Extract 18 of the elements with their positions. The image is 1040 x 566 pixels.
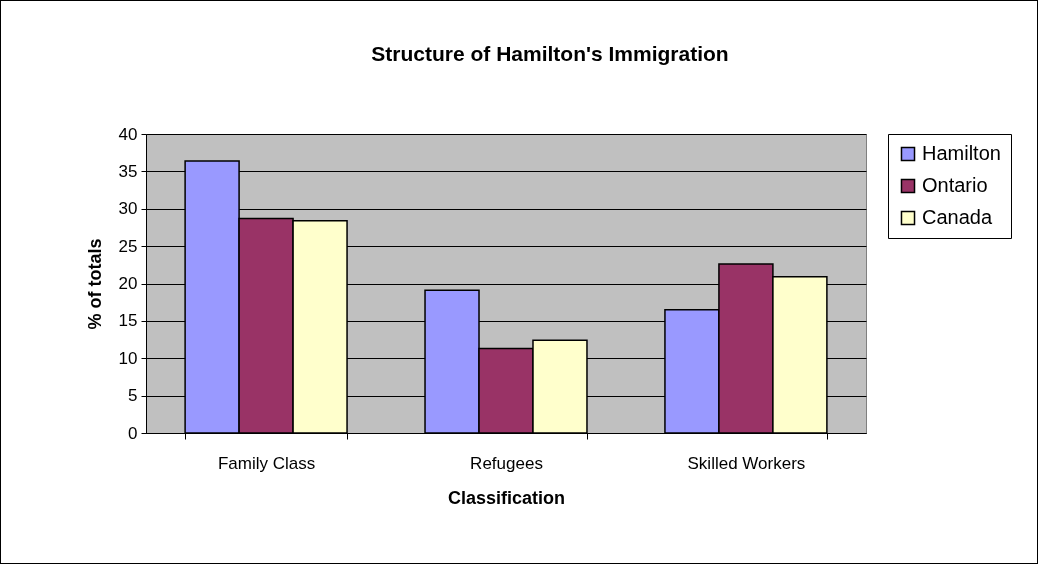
x-tick-label: Family Class — [217, 453, 316, 473]
y-tick-label: 30 — [118, 199, 138, 219]
legend-label: Canada — [922, 206, 993, 228]
x-axis-title: Classification — [447, 487, 566, 508]
chart-title: Structure of Hamilton's Immigration — [371, 42, 729, 65]
y-tick-label: 15 — [118, 311, 138, 331]
legend-label: Hamilton — [922, 142, 1001, 164]
y-tick-label: 5 — [128, 386, 138, 406]
x-tick-label: Refugees — [470, 453, 543, 473]
legend-label: Ontario — [922, 174, 988, 196]
y-tick-label: 40 — [118, 124, 138, 144]
x-tick-label: Skilled Workers — [687, 453, 806, 473]
y-tick-label: 20 — [118, 274, 138, 293]
y-tick-label: 35 — [118, 161, 138, 181]
y-axis-title: % of totals — [84, 238, 105, 330]
y-tick-label: 25 — [118, 236, 138, 256]
y-tick-label: 0 — [128, 423, 138, 443]
y-tick-label: 10 — [118, 348, 138, 368]
